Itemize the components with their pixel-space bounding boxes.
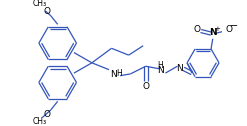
Text: N: N — [110, 70, 117, 79]
Text: CH₃: CH₃ — [33, 117, 47, 126]
Text: N: N — [157, 66, 164, 75]
Text: H: H — [116, 69, 122, 78]
Text: +: + — [214, 26, 220, 32]
Text: O: O — [44, 110, 51, 119]
Text: N: N — [177, 64, 183, 73]
Text: N: N — [209, 28, 217, 37]
Text: −: − — [230, 21, 238, 31]
Text: O: O — [226, 25, 232, 34]
Text: O: O — [193, 25, 200, 34]
Text: O: O — [142, 82, 149, 91]
Text: O: O — [44, 7, 51, 16]
Text: H: H — [157, 61, 163, 70]
Text: CH₃: CH₃ — [33, 0, 47, 8]
